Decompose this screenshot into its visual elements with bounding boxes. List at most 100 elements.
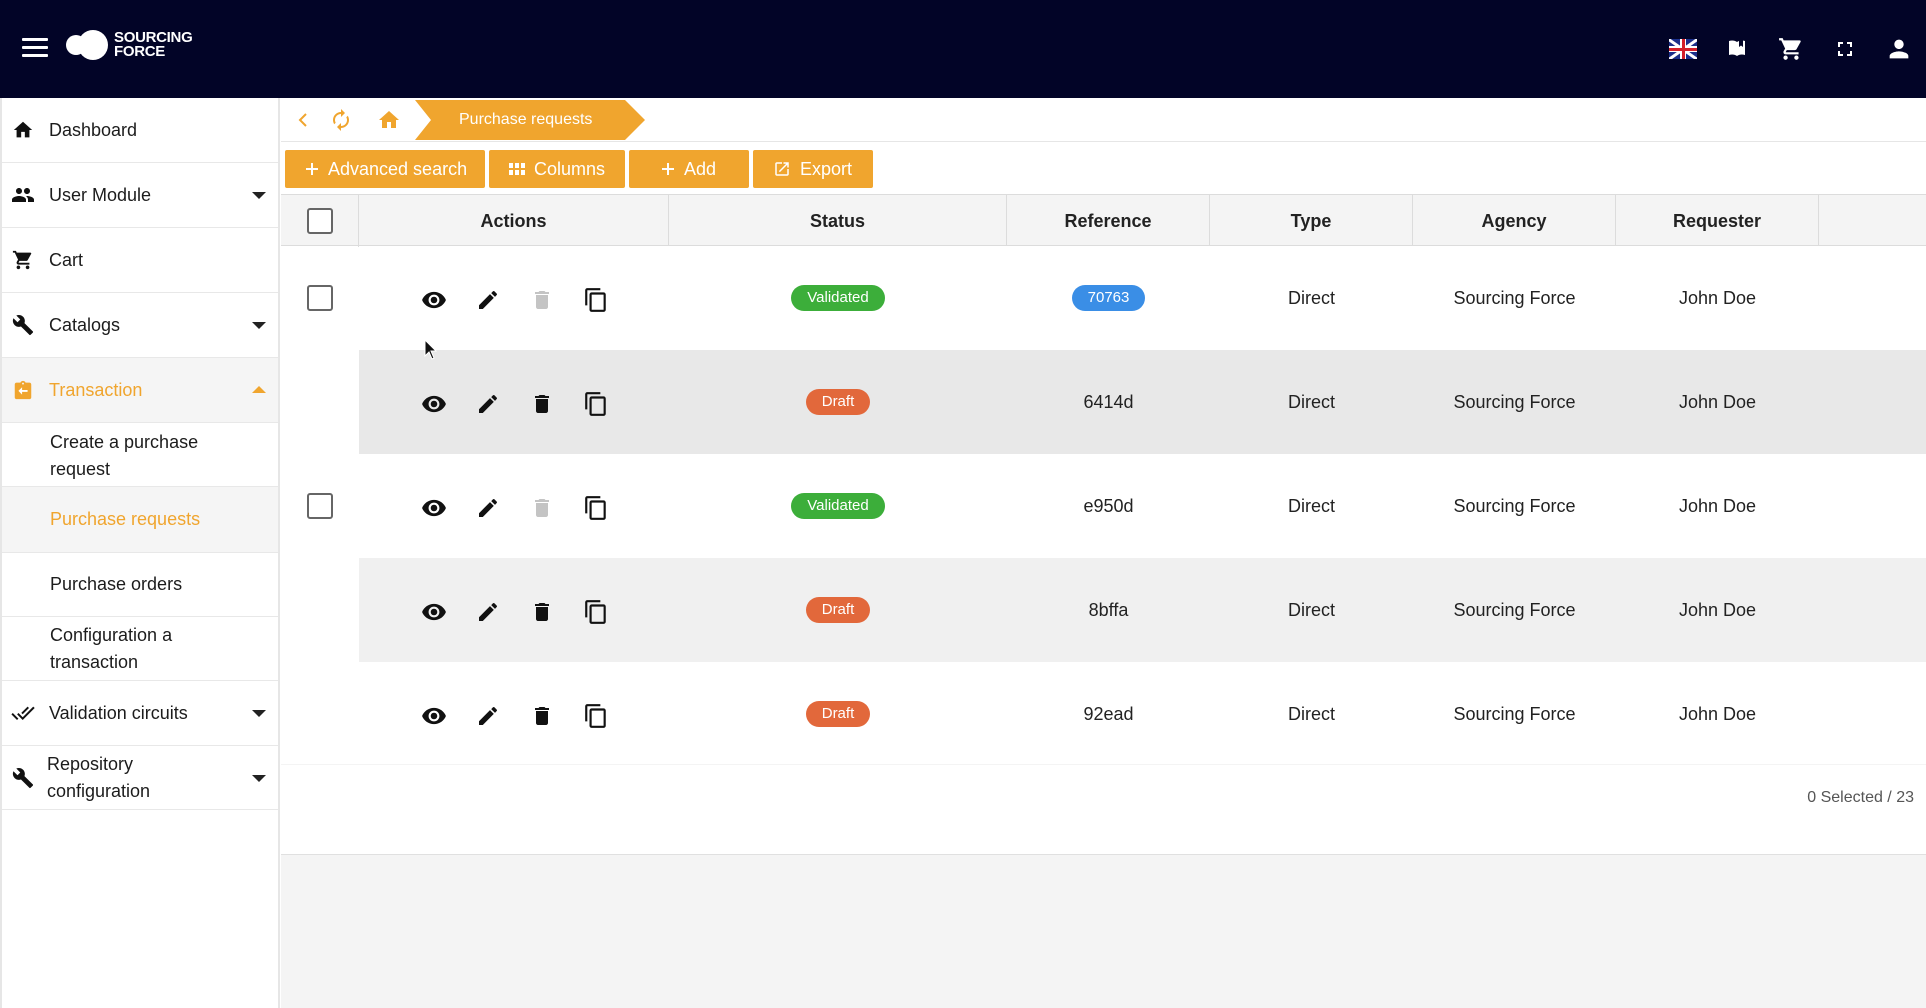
edit-icon[interactable] <box>474 286 502 314</box>
view-icon[interactable] <box>420 702 448 730</box>
duplicate-icon[interactable] <box>582 702 610 730</box>
logo[interactable]: SOURCING FORCE <box>66 30 193 60</box>
sidebar-subitem-create-purchase-request[interactable]: Create a purchase request <box>2 423 278 487</box>
advanced-search-button[interactable]: Advanced search <box>285 150 485 188</box>
chevron-up-icon <box>252 386 266 393</box>
table-row[interactable]: Draft 6414d Direct Sourcing Force John Doe <box>281 350 1926 454</box>
status-badge: Draft <box>805 389 871 415</box>
status-badge: Draft <box>805 597 871 623</box>
main-content: Purchase requests Advanced search Column… <box>281 98 1926 1008</box>
edit-icon[interactable] <box>474 390 502 418</box>
duplicate-icon[interactable] <box>582 494 610 522</box>
delete-icon[interactable] <box>528 390 556 418</box>
table-row[interactable]: Draft 92ead Direct Sourcing Force John Doe <box>281 662 1926 764</box>
row-select-cell <box>281 454 359 558</box>
sidebar-item-catalogs[interactable]: Catalogs <box>2 293 278 358</box>
menu-icon[interactable] <box>22 38 48 58</box>
row-checkbox[interactable] <box>307 493 333 519</box>
column-header-status[interactable]: Status <box>669 195 1007 247</box>
sidebar-item-label: Repository configuration <box>47 753 151 801</box>
sidebar: Dashboard User Module Cart Catalogs Tran… <box>0 98 280 1008</box>
account-icon[interactable] <box>1872 0 1926 98</box>
status-badge: Validated <box>791 285 885 311</box>
columns-button[interactable]: Columns <box>489 150 625 188</box>
edit-icon[interactable] <box>474 494 502 522</box>
agency-value: Sourcing Force <box>1453 287 1576 308</box>
requester-value: John Doe <box>1678 599 1757 620</box>
view-icon[interactable] <box>420 494 448 522</box>
delete-icon[interactable] <box>528 702 556 730</box>
fullscreen-icon[interactable] <box>1818 0 1872 98</box>
sidebar-item-dashboard[interactable]: Dashboard <box>2 98 278 163</box>
duplicate-icon[interactable] <box>582 286 610 314</box>
sidebar-subitem-configuration-transaction[interactable]: Configuration a transaction <box>2 617 278 681</box>
column-header-reference[interactable]: Reference <box>1007 195 1210 247</box>
table-header: Actions Status Reference Type Agency Req… <box>281 194 1926 247</box>
sidebar-item-cart[interactable]: Cart <box>2 228 278 293</box>
agency-value: Sourcing Force <box>1453 703 1576 724</box>
row-checkbox[interactable] <box>307 285 333 311</box>
open-in-new-icon <box>773 160 791 178</box>
sidebar-item-transaction[interactable]: Transaction <box>2 358 278 423</box>
status-cell: Draft <box>669 662 1007 764</box>
cart-icon[interactable] <box>1764 0 1818 98</box>
agency-value: Sourcing Force <box>1453 495 1576 516</box>
delete-icon[interactable] <box>528 598 556 626</box>
row-background <box>359 454 1926 558</box>
type-value: Direct <box>1287 599 1335 620</box>
view-icon[interactable] <box>420 390 448 418</box>
mouse-cursor-icon <box>424 338 438 361</box>
edit-icon[interactable] <box>474 702 502 730</box>
refresh-icon[interactable] <box>329 108 353 132</box>
duplicate-icon[interactable] <box>582 390 610 418</box>
sidebar-item-user-module[interactable]: User Module <box>2 163 278 228</box>
requester-value: John Doe <box>1678 495 1757 516</box>
flag-uk-icon[interactable] <box>1656 0 1710 98</box>
view-icon[interactable] <box>420 286 448 314</box>
column-header-type[interactable]: Type <box>1210 195 1413 247</box>
status-cell: Draft <box>669 350 1007 454</box>
view-icon[interactable] <box>420 598 448 626</box>
sidebar-item-label: Dashboard <box>49 119 138 140</box>
breadcrumb: Purchase requests <box>281 98 1926 142</box>
type-value: Direct <box>1287 703 1335 724</box>
add-button[interactable]: Add <box>629 150 749 188</box>
sidebar-item-validation-circuits[interactable]: Validation circuits <box>2 681 278 746</box>
chevron-down-icon <box>252 192 266 199</box>
table-row[interactable]: Validated e950d Direct Sourcing Force John D… <box>281 454 1926 558</box>
home-icon[interactable] <box>377 108 401 132</box>
table-row[interactable]: Draft 8bffa Direct Sourcing Force John Doe <box>281 558 1926 662</box>
status-cell: Validated <box>669 246 1007 350</box>
edit-icon[interactable] <box>474 598 502 626</box>
breadcrumb-current[interactable]: Purchase requests <box>415 100 645 140</box>
sidebar-item-label: User Module <box>49 184 152 205</box>
table-footer: 0 Selected / 23 <box>281 765 1926 855</box>
export-label: Export <box>800 158 853 179</box>
reference-cell: 70763 <box>1007 246 1210 350</box>
sidebar-subitem-purchase-requests[interactable]: Purchase requests <box>2 487 278 553</box>
duplicate-icon[interactable] <box>582 598 610 626</box>
column-header-requester[interactable]: Requester <box>1616 195 1819 247</box>
reference-cell: 92ead <box>1007 662 1210 764</box>
reference-value: 8bffa <box>1088 599 1129 620</box>
select-all-checkbox[interactable] <box>306 208 333 234</box>
status-badge: Validated <box>791 493 885 519</box>
column-header-actions[interactable]: Actions <box>359 195 669 247</box>
back-icon[interactable] <box>295 110 313 130</box>
sidebar-item-repository-configuration[interactable]: Repository configuration <box>2 746 278 810</box>
sidebar-subitem-purchase-orders[interactable]: Purchase orders <box>2 553 278 617</box>
column-header-agency[interactable]: Agency <box>1413 195 1616 247</box>
book-icon[interactable] <box>1710 0 1764 98</box>
status-cell: Validated <box>669 454 1007 558</box>
agency-value: Sourcing Force <box>1453 391 1576 412</box>
row-select-cell <box>281 246 359 350</box>
top-bar: SOURCING FORCE <box>0 0 1926 98</box>
columns-label: Columns <box>534 158 606 179</box>
table-row[interactable]: Validated 70763 Direct Sourcing Force John D… <box>281 246 1926 350</box>
reference-badge[interactable]: 70763 <box>1071 285 1146 311</box>
plus-icon <box>305 162 319 176</box>
transaction-icon <box>11 378 35 402</box>
sidebar-subitem-label: Purchase requests <box>50 509 201 529</box>
selection-count: 0 Selected / 23 <box>1807 789 1914 806</box>
export-button[interactable]: Export <box>753 150 873 188</box>
